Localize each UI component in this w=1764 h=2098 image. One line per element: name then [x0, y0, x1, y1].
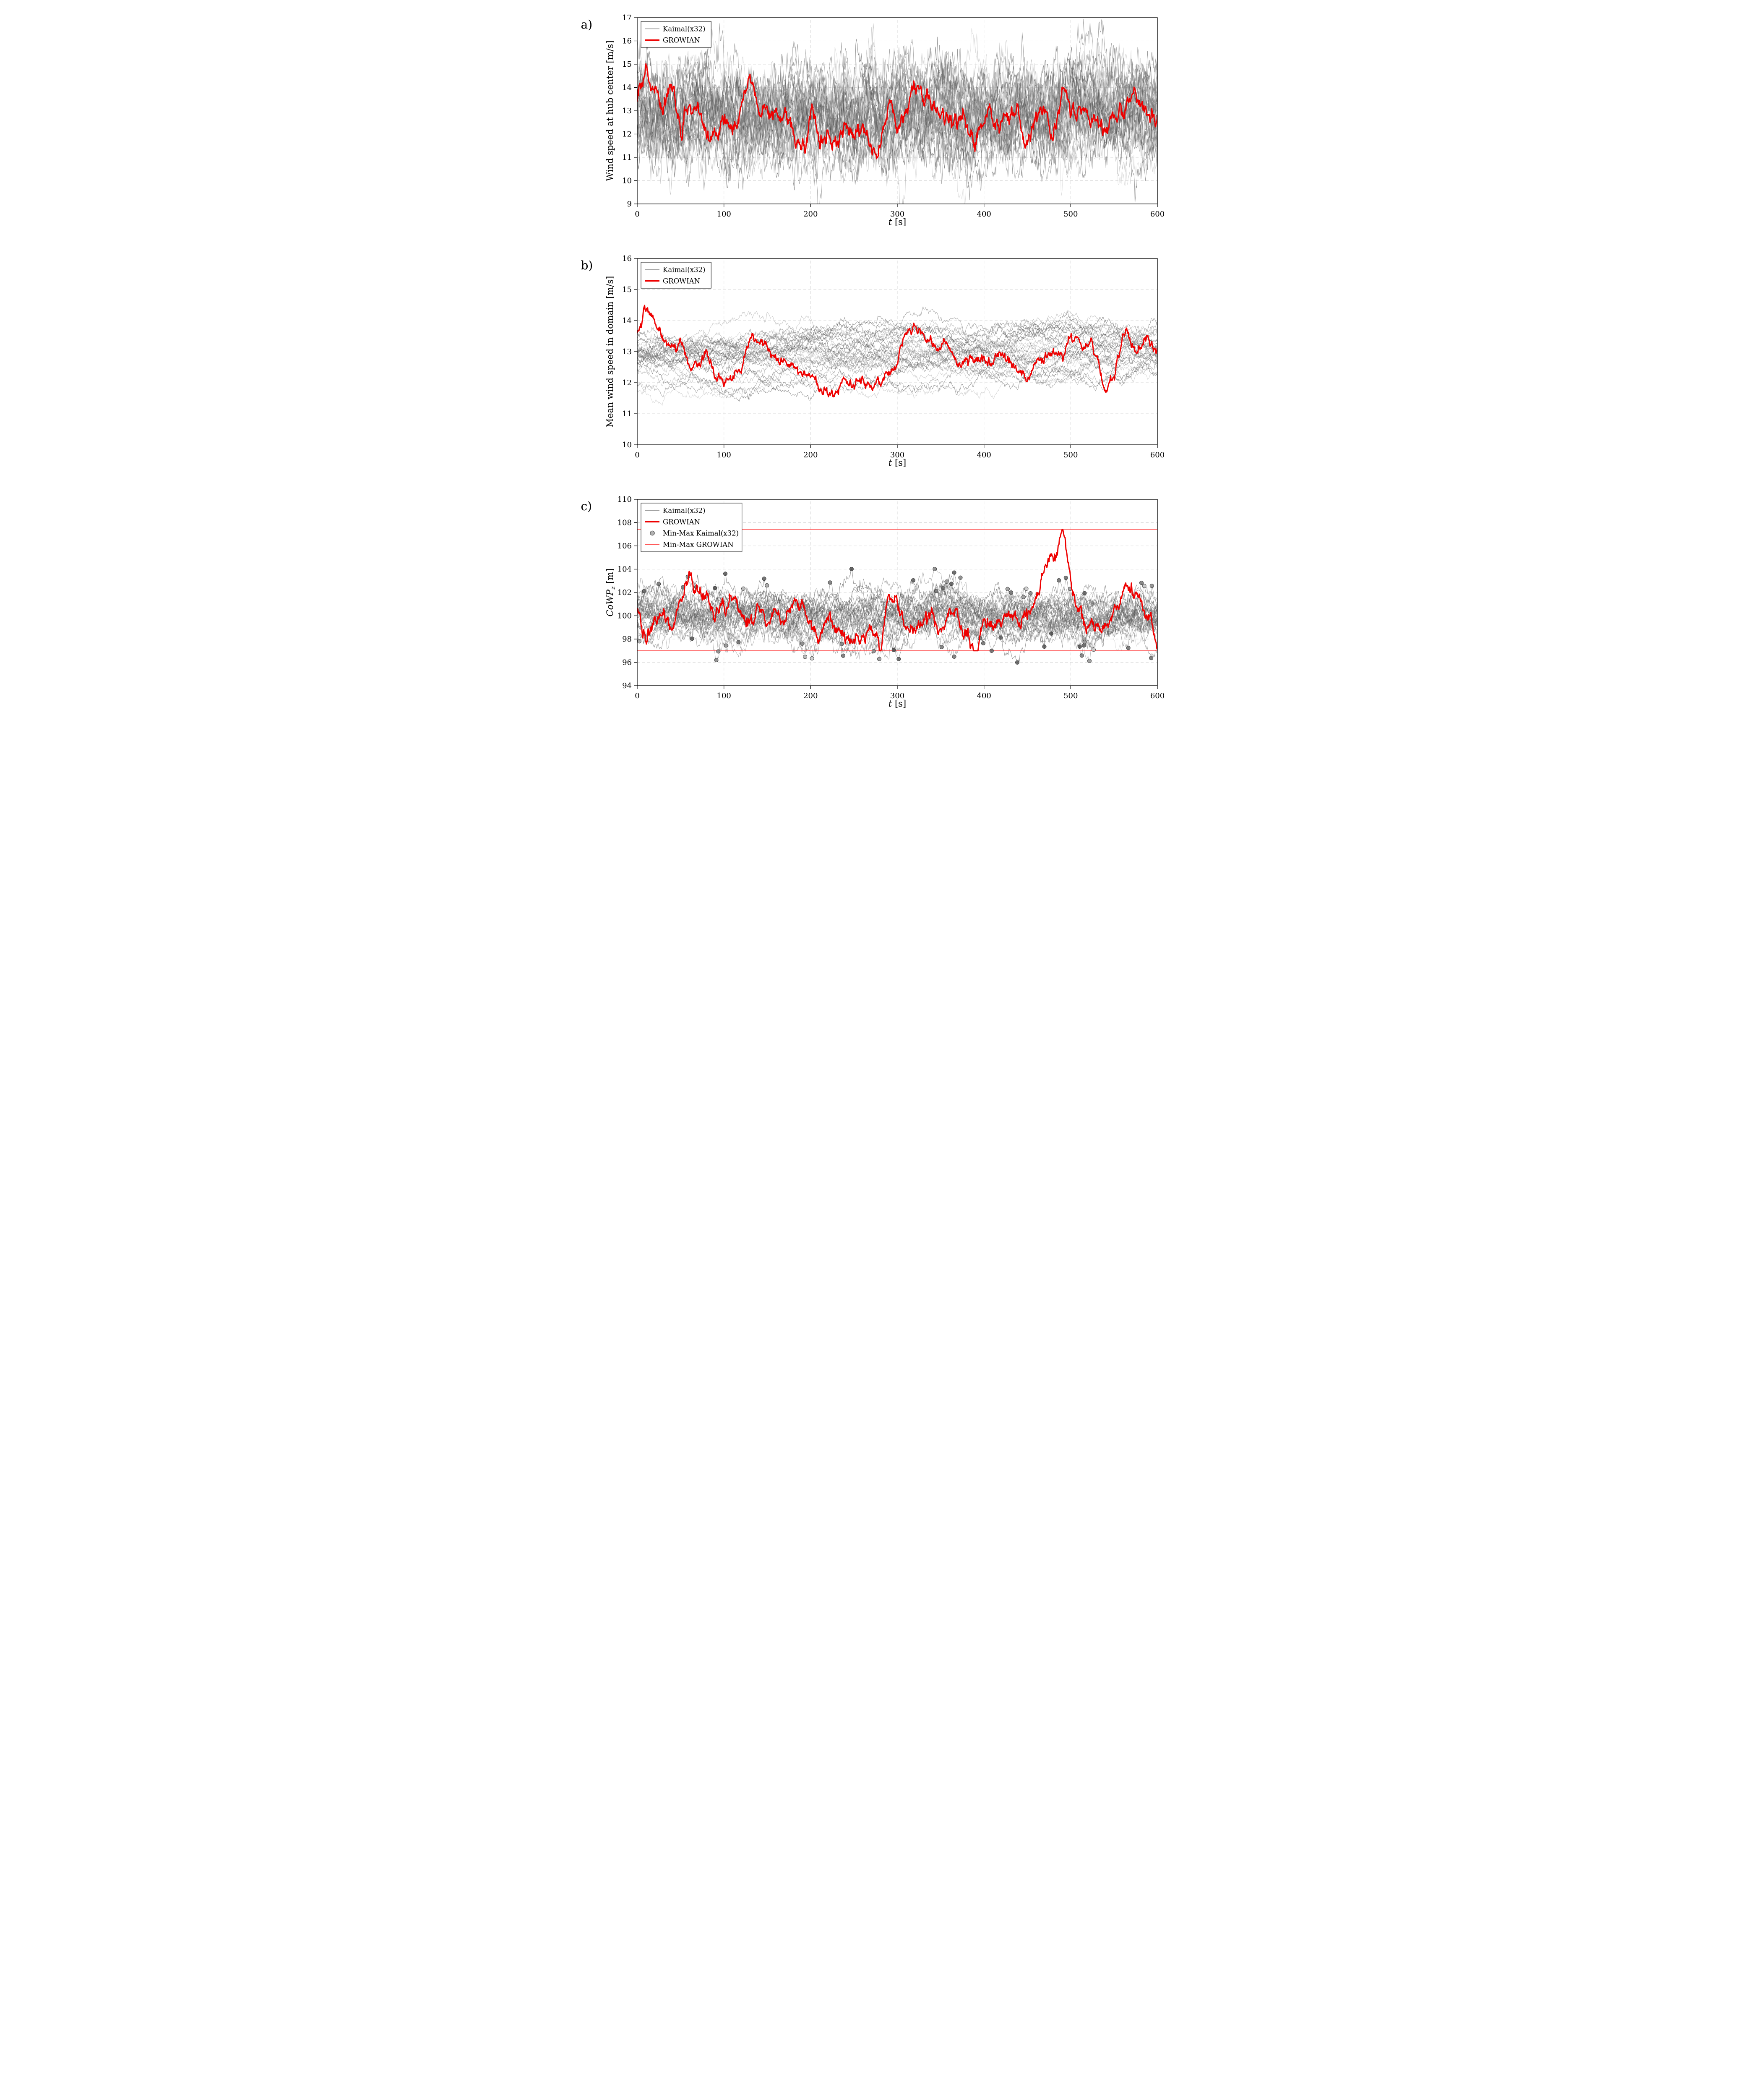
svg-text:Min-Max Kaimal(x32): Min-Max Kaimal(x32) [663, 530, 739, 538]
svg-text:GROWIAN: GROWIAN [663, 518, 700, 526]
svg-text:10: 10 [622, 177, 632, 185]
x-axis-label-a: t [s] [888, 217, 906, 227]
legend-c: Kaimal(x32) GROWIAN Min-Max Kaimal(x32) Min… [641, 503, 742, 552]
y-axis-label-c: CoWPz [m] [605, 569, 617, 617]
svg-text:0: 0 [635, 210, 639, 219]
svg-text:11: 11 [622, 153, 632, 162]
svg-text:100: 100 [717, 210, 731, 219]
svg-text:11: 11 [622, 410, 632, 418]
svg-text:16: 16 [622, 37, 632, 46]
svg-text:500: 500 [1063, 692, 1078, 700]
panel-b-chart: 0 100 200 300 400 500 600 10 11 12 13 14 15 16 t [s] Me… [602, 252, 1184, 472]
svg-text:100: 100 [617, 612, 631, 621]
svg-text:200: 200 [803, 451, 818, 459]
svg-text:110: 110 [617, 495, 631, 504]
panel-a-chart: 0 100 200 300 400 500 600 9 10 11 12 13 14 15 16 17 t [s… [602, 11, 1184, 232]
panel-c-label: c) [581, 499, 592, 513]
svg-text:500: 500 [1063, 210, 1078, 219]
svg-text:14: 14 [622, 84, 632, 92]
svg-text:12: 12 [622, 378, 632, 387]
svg-text:Kaimal(x32): Kaimal(x32) [663, 25, 705, 33]
svg-text:13: 13 [622, 107, 632, 115]
svg-text:300: 300 [890, 210, 904, 219]
figure-panel-a: a) 0 100 200 300 400 500 600 9 10 11 12 13 14 15 16 17 t… [580, 11, 1184, 232]
svg-text:100: 100 [717, 692, 731, 700]
svg-text:106: 106 [617, 542, 631, 551]
svg-text:400: 400 [977, 451, 991, 459]
svg-text:500: 500 [1063, 451, 1078, 459]
svg-text:600: 600 [1150, 210, 1164, 219]
svg-text:200: 200 [803, 210, 818, 219]
svg-text:94: 94 [622, 681, 632, 690]
svg-text:14: 14 [622, 316, 632, 325]
svg-text:400: 400 [977, 692, 991, 700]
chart-svg-c: 0 100 200 300 400 500 600 94 96 98 100 102 104 106 108… [605, 495, 1164, 709]
svg-text:GROWIAN: GROWIAN [663, 37, 700, 44]
svg-text:Kaimal(x32): Kaimal(x32) [663, 266, 705, 274]
legend-a: Kaimal(x32) GROWIAN [641, 21, 711, 48]
svg-text:0: 0 [635, 451, 639, 459]
svg-text:15: 15 [622, 285, 632, 294]
svg-text:9: 9 [627, 200, 631, 209]
panel-b-label: b) [581, 258, 593, 272]
x-axis-label-b: t [s] [888, 458, 906, 468]
svg-text:300: 300 [890, 692, 904, 700]
svg-text:300: 300 [890, 451, 904, 459]
svg-text:200: 200 [803, 692, 818, 700]
svg-text:10: 10 [622, 441, 632, 449]
figure-panel-b: b) 0 100 200 300 400 500 600 10 11 12 13 14 15 16 t [s… [580, 252, 1184, 472]
svg-text:17: 17 [622, 13, 632, 22]
svg-text:108: 108 [617, 519, 631, 527]
svg-text:100: 100 [717, 451, 731, 459]
svg-text:98: 98 [622, 635, 632, 644]
x-axis-label-c: t [s] [888, 699, 906, 709]
chart-svg-a: 0 100 200 300 400 500 600 9 10 11 12 13 14 15 16 17 t [s… [605, 13, 1164, 227]
svg-text:13: 13 [622, 347, 632, 356]
svg-text:Min-Max GROWIAN: Min-Max GROWIAN [663, 541, 734, 549]
svg-text:600: 600 [1150, 692, 1164, 700]
svg-text:Kaimal(x32): Kaimal(x32) [663, 507, 705, 515]
svg-text:600: 600 [1150, 451, 1164, 459]
figure-panel-c: c) 0 100 200 300 400 500 600 94 96 98 100 102 104 106… [580, 493, 1184, 713]
y-axis-label-a: Wind speed at hub center [m/s] [605, 40, 615, 181]
y-axis-label-b: Mean wind speed in domain [m/s] [605, 276, 615, 428]
svg-text:102: 102 [617, 588, 631, 597]
panel-c-chart: 0 100 200 300 400 500 600 94 96 98 100 102 104 106 108… [602, 493, 1184, 713]
figure: a) 0 100 200 300 400 500 600 9 10 11 12 13 14 15 16 17 t… [580, 11, 1184, 713]
svg-text:104: 104 [617, 565, 631, 574]
svg-text:15: 15 [622, 60, 632, 69]
chart-svg-b: 0 100 200 300 400 500 600 10 11 12 13 14 15 16 t [s] Me… [605, 254, 1164, 468]
panel-a-label: a) [581, 18, 593, 31]
legend-b: Kaimal(x32) GROWIAN [641, 262, 711, 289]
svg-text:GROWIAN: GROWIAN [663, 277, 700, 285]
svg-text:400: 400 [977, 210, 991, 219]
svg-text:0: 0 [635, 692, 639, 700]
svg-text:96: 96 [622, 658, 632, 667]
svg-text:16: 16 [622, 254, 632, 263]
svg-text:12: 12 [622, 130, 632, 139]
